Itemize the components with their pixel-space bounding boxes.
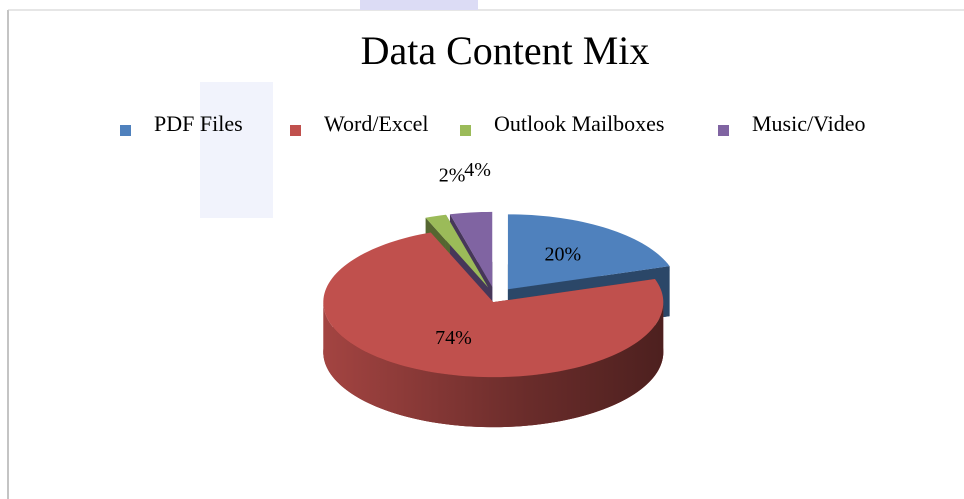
chart-title: Data Content Mix [361,28,650,73]
legend-label: Music/Video [752,111,866,136]
pie-tops [323,211,670,378]
legend-label: Word/Excel [324,111,429,136]
legend-swatch [460,125,471,136]
slice [425,214,489,288]
legend-label: PDF Files [154,111,243,136]
overlay [200,82,273,218]
slice [449,211,493,287]
legend-swatch [718,125,729,136]
legend-swatch [290,125,301,136]
data-labels: 20% 74% 2%4% [435,159,581,349]
slice [507,214,670,290]
slice-side-shade [323,302,664,428]
overlay [360,0,478,10]
slice [323,232,664,378]
legend-label: Outlook Mailboxes [494,111,665,136]
data-label: 74% [435,327,472,349]
data-label: 4% [464,159,491,181]
data-label: 20% [545,244,582,266]
legend-swatch [120,125,131,136]
data-label: 2% [439,164,466,186]
legend: PDF Files Word/Excel Outlook Mailboxes Musi… [120,111,866,136]
